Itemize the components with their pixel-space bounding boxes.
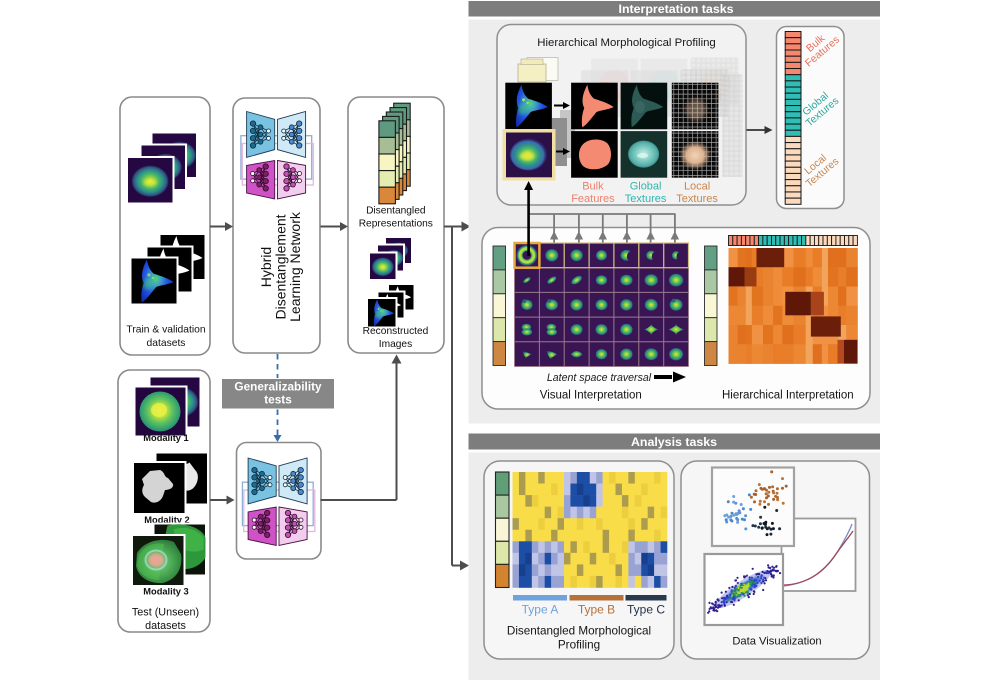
svg-text:Representations: Representations	[359, 219, 433, 230]
svg-text:Features: Features	[571, 193, 615, 205]
svg-text:Disentanglement: Disentanglement	[273, 214, 289, 319]
svg-text:Textures: Textures	[625, 193, 667, 205]
svg-text:Modality 2: Modality 2	[144, 515, 189, 525]
svg-text:Hierarchical Interpretation: Hierarchical Interpretation	[722, 390, 854, 402]
svg-text:Hierarchical Morphological Pro: Hierarchical Morphological Profiling	[537, 37, 716, 49]
svg-text:Type A: Type A	[522, 603, 559, 617]
svg-text:Type C: Type C	[627, 603, 665, 617]
svg-text:Reconstructed: Reconstructed	[363, 326, 429, 337]
svg-text:Generalizability: Generalizability	[234, 380, 322, 394]
svg-text:Textures: Textures	[676, 193, 718, 205]
svg-text:Analysis tasks: Analysis tasks	[631, 435, 717, 449]
svg-text:tests: tests	[264, 393, 292, 407]
svg-text:Images: Images	[379, 339, 412, 350]
svg-text:Profiling: Profiling	[558, 639, 600, 652]
svg-text:Test (Unseen): Test (Unseen)	[132, 607, 199, 619]
svg-text:Visual Interpretation: Visual Interpretation	[540, 390, 642, 402]
svg-text:Train & validation: Train & validation	[126, 325, 205, 336]
svg-text:datasets: datasets	[147, 338, 186, 349]
svg-text:datasets: datasets	[145, 620, 186, 632]
svg-text:Disentangled Morphological: Disentangled Morphological	[507, 625, 651, 638]
svg-text:Disentangled: Disentangled	[366, 206, 426, 217]
svg-text:Interpretation tasks: Interpretation tasks	[619, 2, 734, 16]
svg-text:Learning Network: Learning Network	[287, 211, 303, 322]
svg-text:Latent space traversal: Latent space traversal	[547, 372, 652, 384]
svg-text:Bulk: Bulk	[582, 181, 604, 193]
svg-text:Global: Global	[630, 181, 662, 193]
svg-text:Modality 3: Modality 3	[143, 587, 188, 597]
svg-text:Modality 1: Modality 1	[143, 433, 188, 443]
svg-text:Type B: Type B	[578, 603, 615, 617]
svg-text:Data Visualization: Data Visualization	[732, 636, 821, 648]
svg-text:Hybrid: Hybrid	[258, 247, 274, 287]
svg-text:Local: Local	[684, 181, 710, 193]
